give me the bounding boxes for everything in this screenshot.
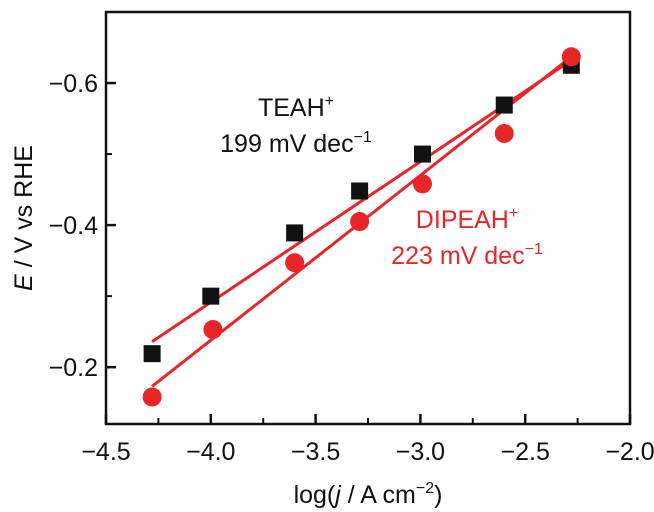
dipeah-point (561, 47, 581, 67)
teah-label: TEAH+ (258, 93, 334, 122)
y-tick-label: −0.4 (49, 212, 98, 240)
teah-slope: 199 mV dec−1 (220, 129, 372, 158)
tick-marks (104, 81, 632, 424)
dipeah-point (412, 174, 432, 194)
x-tick-label: −2.0 (605, 438, 654, 466)
dipeah-point (142, 387, 162, 407)
y-axis-title: E / V vs RHE (10, 145, 38, 291)
x-tick-label: −3.5 (291, 438, 340, 466)
tick-labels: −4.5 −4.0 −3.5 −3.0 −2.5 −2.0 −0.2 −0.4 −0.6 (49, 70, 654, 466)
data-points (142, 47, 581, 407)
teah-point (351, 182, 369, 200)
dipeah-slope: 223 mV dec−1 (391, 241, 543, 270)
teah-point (286, 224, 304, 242)
x-tick-label: −4.0 (186, 438, 235, 466)
dipeah-point (494, 123, 514, 143)
dipeah-point (203, 320, 223, 340)
dipeah-point (285, 253, 305, 273)
x-tick-label: −4.5 (81, 438, 130, 466)
x-tick-label: −2.5 (501, 438, 550, 466)
x-axis-title: log(j / A cm−2) (294, 480, 443, 509)
teah-point (143, 345, 161, 363)
teah-point (413, 145, 431, 163)
teah-point (202, 287, 220, 305)
y-tick-label: −0.2 (49, 354, 98, 382)
dipeah-point (350, 212, 370, 232)
y-tick-label: −0.6 (49, 70, 98, 98)
teah-point (495, 96, 513, 114)
x-tick-label: −3.0 (396, 438, 445, 466)
dipeah-label: DIPEAH+ (416, 205, 518, 234)
